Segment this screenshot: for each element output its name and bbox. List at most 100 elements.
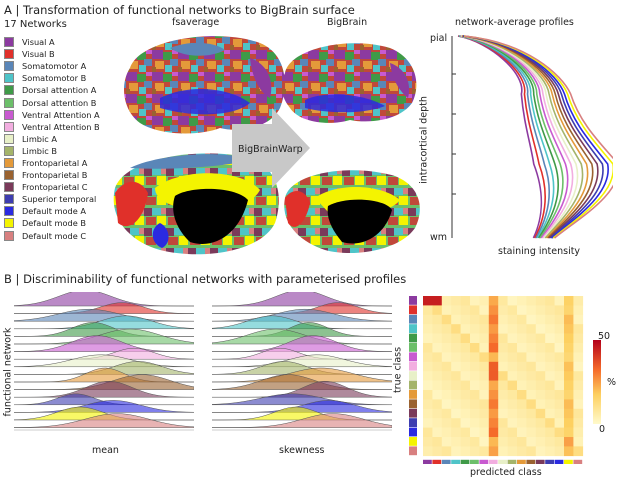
heatmap-cell bbox=[517, 314, 527, 325]
heatmap-cell bbox=[470, 333, 480, 344]
heatmap-cell bbox=[526, 408, 537, 419]
heatmap-cell bbox=[451, 343, 461, 353]
heatmap-cell bbox=[498, 343, 508, 353]
predicted-class-swatch bbox=[545, 459, 554, 464]
network-legend: Visual A Visual B Somatomotor A Somatomotor… bbox=[4, 36, 104, 242]
ridge-density bbox=[212, 393, 392, 406]
heatmap-cell bbox=[488, 390, 499, 400]
predicted-class-swatch bbox=[573, 459, 583, 464]
heatmap-cell bbox=[423, 343, 433, 353]
heatmap-cell bbox=[535, 314, 546, 325]
heatmap-cell bbox=[507, 296, 518, 306]
heatmap-cell bbox=[470, 352, 480, 363]
heatmap-cell bbox=[470, 408, 480, 419]
profiles-bottom-label: wm bbox=[430, 232, 448, 243]
heatmap-cell bbox=[573, 305, 584, 316]
heatmap-cell bbox=[470, 324, 480, 334]
heatmap-cell bbox=[479, 446, 490, 457]
heatmap-cell bbox=[564, 418, 574, 428]
profile-curve bbox=[463, 35, 604, 239]
heatmap-cell bbox=[517, 361, 527, 372]
heatmap-cell bbox=[432, 305, 443, 316]
heatmap-cell bbox=[573, 371, 584, 381]
profile-curve bbox=[461, 35, 579, 239]
heatmap-cell bbox=[545, 427, 555, 438]
legend-item: Somatomotor A bbox=[4, 60, 104, 72]
legend-label: Ventral Attention B bbox=[22, 121, 100, 132]
ridge-density bbox=[212, 380, 392, 398]
heatmap-cell bbox=[488, 305, 499, 316]
legend-item: Default mode C bbox=[4, 230, 104, 242]
heatmap-cell bbox=[507, 446, 518, 457]
heatmap-cell bbox=[479, 437, 490, 447]
heatmap-cell bbox=[573, 408, 584, 419]
heatmap-cell bbox=[554, 399, 565, 410]
heatmap-cell bbox=[564, 324, 574, 334]
heatmap-cell bbox=[451, 390, 461, 400]
heatmap-cell bbox=[573, 324, 584, 334]
heatmap-cell bbox=[451, 361, 461, 372]
colorbar bbox=[593, 340, 601, 424]
heatmap-cell bbox=[498, 296, 508, 306]
predicted-class-swatch bbox=[526, 459, 536, 464]
profile-curve bbox=[461, 35, 584, 239]
heatmap-cell bbox=[470, 314, 480, 325]
heatmap-cell bbox=[441, 371, 452, 381]
heatmap-cell bbox=[451, 408, 461, 419]
legend-item: Frontoparietal B bbox=[4, 169, 104, 181]
heatmap-cell bbox=[423, 446, 433, 457]
heatmap-cell bbox=[432, 380, 443, 391]
heatmap-cell bbox=[432, 446, 443, 457]
legend-label: Frontoparietal A bbox=[22, 157, 88, 168]
heatmap-cell bbox=[432, 352, 443, 363]
heatmap-cell bbox=[460, 324, 471, 334]
heatmap-cell bbox=[460, 296, 471, 306]
heatmap-cell bbox=[441, 343, 452, 353]
heatmap-cell bbox=[451, 333, 461, 344]
legend-swatch bbox=[4, 218, 14, 229]
heatmap-cell bbox=[507, 324, 518, 334]
legend-label: Somatomotor B bbox=[22, 73, 87, 84]
predicted-class-swatch bbox=[564, 459, 573, 464]
true-class-swatch bbox=[409, 352, 417, 362]
heatmap-cell bbox=[441, 399, 452, 410]
heatmap-cell bbox=[479, 314, 490, 325]
heatmap-cell bbox=[526, 390, 537, 400]
heatmap-cell bbox=[498, 427, 508, 438]
heatmap-cell bbox=[526, 380, 537, 391]
heatmap-cell bbox=[432, 324, 443, 334]
legend-swatch bbox=[4, 97, 14, 108]
heatmap-cell bbox=[573, 418, 584, 428]
heatmap-cell bbox=[498, 305, 508, 316]
heatmap-cell bbox=[441, 390, 452, 400]
legend-swatch bbox=[4, 133, 14, 144]
heatmap-cell bbox=[517, 380, 527, 391]
legend-label: Frontoparietal B bbox=[22, 170, 88, 181]
legend-label: Default mode C bbox=[22, 230, 87, 241]
heatmap-cell bbox=[479, 324, 490, 334]
heatmap-cell bbox=[554, 446, 565, 457]
legend-swatch bbox=[4, 37, 14, 48]
heatmap-cell bbox=[488, 371, 499, 381]
heatmap-cell bbox=[460, 408, 471, 419]
heatmap-cell bbox=[545, 324, 555, 334]
heatmap-cell bbox=[470, 296, 480, 306]
heatmap-cell bbox=[545, 408, 555, 419]
heatmap-cell bbox=[479, 380, 490, 391]
fsaverage-label: fsaverage bbox=[172, 17, 220, 28]
heatmap-cell bbox=[564, 305, 574, 316]
heatmap-cell bbox=[507, 390, 518, 400]
heatmap-cell bbox=[535, 371, 546, 381]
true-class-swatch bbox=[409, 427, 417, 437]
heatmap-cell bbox=[545, 333, 555, 344]
heatmap-cell bbox=[488, 408, 499, 419]
heatmap-cell bbox=[517, 408, 527, 419]
heatmap-cell bbox=[554, 333, 565, 344]
skewness-xlabel: skewness bbox=[279, 445, 325, 456]
heatmap-cell bbox=[470, 390, 480, 400]
profile-curve bbox=[459, 35, 559, 239]
legend-label: Frontoparietal C bbox=[22, 182, 88, 193]
heatmap-cell bbox=[451, 380, 461, 391]
heatmap-cell bbox=[432, 408, 443, 419]
heatmap-cell bbox=[451, 446, 461, 457]
